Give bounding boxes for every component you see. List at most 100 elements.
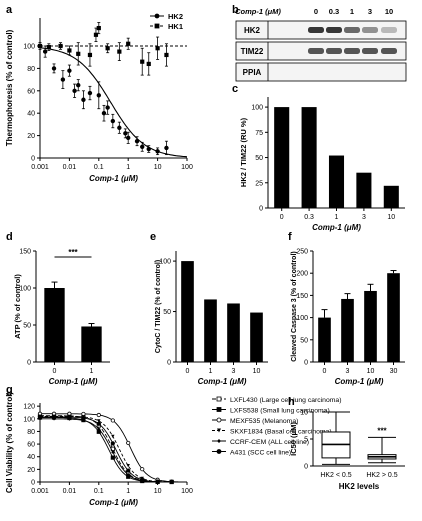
a-point-hk1: [87, 52, 93, 58]
c-y-tick-label: 75: [255, 130, 263, 137]
e-bar: [227, 303, 240, 362]
panel-label-b: b: [232, 4, 239, 16]
e-x-tick-label: 10: [253, 368, 261, 375]
g-fit-line: [39, 417, 179, 483]
g-point: [169, 479, 174, 485]
f-y-tick-label: 100: [296, 315, 308, 322]
a-point-hk2: [164, 145, 169, 151]
g-point: [110, 455, 115, 460]
a-point-hk2: [87, 90, 93, 96]
g-x-tick-label: 0.001: [31, 488, 49, 495]
a-point-hk2: [96, 93, 101, 98]
a-point-hk2: [117, 125, 122, 130]
a-y-axis-label: Thermophoresis (% of control): [5, 29, 14, 146]
g-point: [126, 468, 131, 473]
a-point-hk2: [60, 77, 66, 82]
g-legend-label: LXFL430 (Large cell lung carcinoma): [230, 397, 341, 404]
g-x-axis-label: Comp-1 (μM): [89, 498, 138, 507]
a-legend-label: HK2: [168, 12, 183, 21]
h-y-tick-label: 10: [300, 410, 308, 417]
c-bar: [274, 107, 290, 208]
g-point: [51, 414, 57, 420]
a-x-tick-label: 1: [126, 164, 130, 171]
a-y-tick-label: 0: [31, 156, 35, 163]
c-y-tick-label: 25: [255, 180, 263, 187]
f-y-axis-label: Cleaved Caspase 3 (% of control): [291, 251, 298, 361]
g-point: [110, 441, 115, 446]
c-y-tick-label: 50: [255, 155, 263, 162]
g-point: [111, 450, 115, 454]
a-point-hk2: [42, 49, 48, 54]
e-bar: [204, 299, 217, 362]
b-band: [308, 27, 324, 33]
a-point-hk1: [67, 48, 72, 53]
a-point-hk1: [93, 32, 99, 37]
panel-label-f: f: [288, 231, 292, 243]
g-point: [97, 419, 101, 423]
h-y-axis-label: IC50 (μM): [289, 422, 298, 456]
e-x-tick-label: 1: [209, 368, 213, 375]
g-point: [140, 477, 145, 482]
c-x-axis-label: Comp-1 (μM): [312, 223, 361, 232]
c-x-tick-label: 0.3: [304, 214, 314, 221]
c-x-tick-label: 1: [335, 214, 339, 221]
g-legend-label: MEXF535 (Melanoma): [230, 418, 298, 425]
a-x-axis-label: Comp-1 (μM): [89, 174, 138, 183]
g-y-tick-label: 100: [23, 416, 35, 423]
a-legend-label: HK1: [168, 22, 183, 31]
g-point: [140, 467, 145, 472]
b-column-label: 0: [314, 7, 318, 16]
a-point-hk1: [37, 43, 43, 49]
g-legend-label: CCRF-CEM (ALL cell line): [230, 439, 309, 446]
a-point-hk2: [76, 82, 81, 88]
c-x-tick-label: 10: [387, 214, 395, 221]
d-x-tick-label: 0: [53, 368, 57, 375]
panel-label-g: g: [6, 384, 13, 396]
b-band: [381, 27, 397, 33]
a-y-tick-label: 100: [23, 44, 35, 51]
d-x-tick-label: 1: [90, 368, 94, 375]
f-x-axis-label: Comp-1 (μM): [335, 377, 384, 386]
c-bar: [383, 185, 399, 208]
h-x-tick-label: HK2 < 0.5: [320, 472, 351, 479]
f-y-tick-label: 50: [300, 337, 308, 344]
f-bar: [364, 290, 377, 362]
a-x-tick-label: 0.001: [31, 164, 49, 171]
a-point-hk1: [46, 45, 51, 50]
f-x-tick-label: 10: [367, 368, 375, 375]
a-x-tick-label: 10: [154, 164, 162, 171]
g-point: [97, 427, 101, 431]
d-y-tick-label: 100: [19, 286, 31, 293]
g-fit-line: [40, 416, 179, 483]
d-y-tick-label: 50: [23, 323, 31, 330]
g-point: [126, 440, 131, 446]
g-x-tick-label: 0.01: [63, 488, 77, 495]
b-column-label: 1: [350, 7, 354, 16]
b-header-label: Comp-1 (μM): [235, 7, 281, 16]
c-y-tick-label: 100: [251, 105, 263, 112]
d-y-axis-label: ATP (% of control): [13, 274, 22, 339]
g-point: [81, 411, 86, 417]
b-row-label: PPIA: [243, 68, 262, 77]
a-point-hk2: [140, 144, 145, 149]
f-y-tick-label: 0: [304, 360, 308, 367]
f-y-tick-label: 200: [296, 271, 308, 278]
g-point: [111, 434, 115, 439]
b-band: [362, 48, 378, 54]
b-column-label: 0.3: [329, 7, 339, 16]
a-point-hk1: [164, 52, 169, 58]
b-band: [344, 48, 360, 54]
a-point-hk2: [146, 146, 151, 152]
b-column-label: 3: [368, 7, 372, 16]
a-x-tick-label: 0.01: [63, 164, 77, 171]
a-point-hk2: [101, 110, 107, 116]
panel-label-c: c: [232, 83, 238, 95]
b-band: [326, 48, 342, 54]
h-y-tick-label: 0: [304, 464, 308, 471]
f-y-tick-label: 150: [296, 293, 308, 300]
a-point-hk2: [72, 88, 77, 93]
a-x-tick-label: 100: [181, 164, 193, 171]
b-band: [308, 48, 324, 54]
e-bar: [250, 312, 263, 362]
a-point-hk2: [110, 118, 116, 124]
